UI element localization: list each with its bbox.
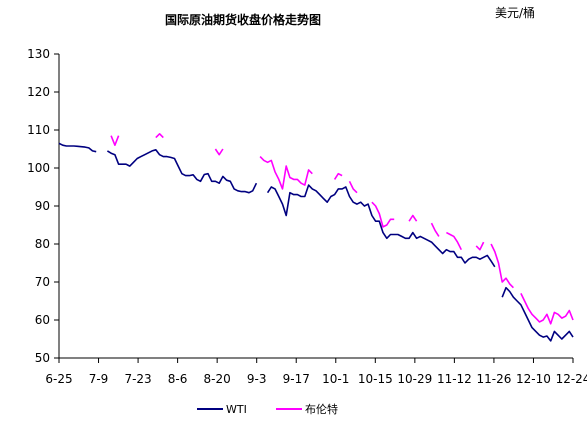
x-tick-label: 12-24	[556, 372, 587, 386]
y-tick-label: 70	[35, 275, 50, 289]
y-tick-label: 100	[27, 161, 50, 175]
x-tick-label: 11-12	[437, 372, 472, 386]
brent-series-line	[371, 201, 395, 228]
unit-label: 美元/桶	[495, 5, 535, 20]
brent-series-line	[430, 222, 440, 237]
brent-series-line	[333, 172, 343, 180]
y-tick-label: 60	[35, 313, 50, 327]
x-tick-label: 11-26	[476, 372, 511, 386]
legend: WTI 布伦特	[197, 402, 338, 416]
y-tick-label: 80	[35, 237, 50, 251]
y-tick-label: 90	[35, 199, 50, 213]
x-tick-label: 7-9	[89, 372, 109, 386]
x-tick-label: 9-3	[247, 372, 267, 386]
legend-brent-label: 布伦特	[305, 402, 338, 416]
brent-series-line	[259, 156, 313, 190]
wti-series-line	[501, 286, 574, 342]
x-tick-label: 10-15	[358, 372, 393, 386]
plot-area	[58, 133, 574, 342]
y-tick-label: 130	[27, 47, 50, 61]
legend-wti-label: WTI	[226, 403, 247, 416]
y-tick-label: 110	[27, 123, 50, 137]
brent-series-line	[446, 231, 463, 251]
x-tick-label: 12-10	[516, 372, 551, 386]
y-axis: 50 60 70 80 90 100 110 120 130	[27, 47, 60, 365]
brent-series-line	[490, 243, 514, 289]
x-tick-label: 10-29	[397, 372, 432, 386]
y-tick-label: 120	[27, 85, 50, 99]
brent-series-line	[214, 148, 224, 156]
brent-series-line	[408, 214, 418, 222]
wti-series-line	[106, 149, 258, 194]
y-tick-label: 50	[35, 351, 50, 365]
x-tick-label: 6-25	[45, 372, 72, 386]
x-tick-label: 8-6	[168, 372, 188, 386]
x-tick-label: 7-23	[124, 372, 151, 386]
x-tick-label: 8-20	[204, 372, 231, 386]
brent-series-line	[475, 241, 485, 251]
x-axis: 6-25 7-9 7-23 8-6 8-20 9-3 9-17 10-1 10-15 10-29 1…	[45, 357, 587, 386]
x-tick-label: 10-1	[322, 372, 349, 386]
brent-series-line	[520, 293, 574, 325]
brent-series-line	[155, 133, 164, 139]
brent-series-line	[110, 135, 120, 146]
wti-series-line	[58, 142, 97, 153]
chart-title: 国际原油期货收盘价格走势图	[165, 12, 321, 27]
brent-series-line	[348, 180, 358, 194]
x-tick-label: 9-17	[283, 372, 310, 386]
wti-series-line	[266, 184, 496, 268]
